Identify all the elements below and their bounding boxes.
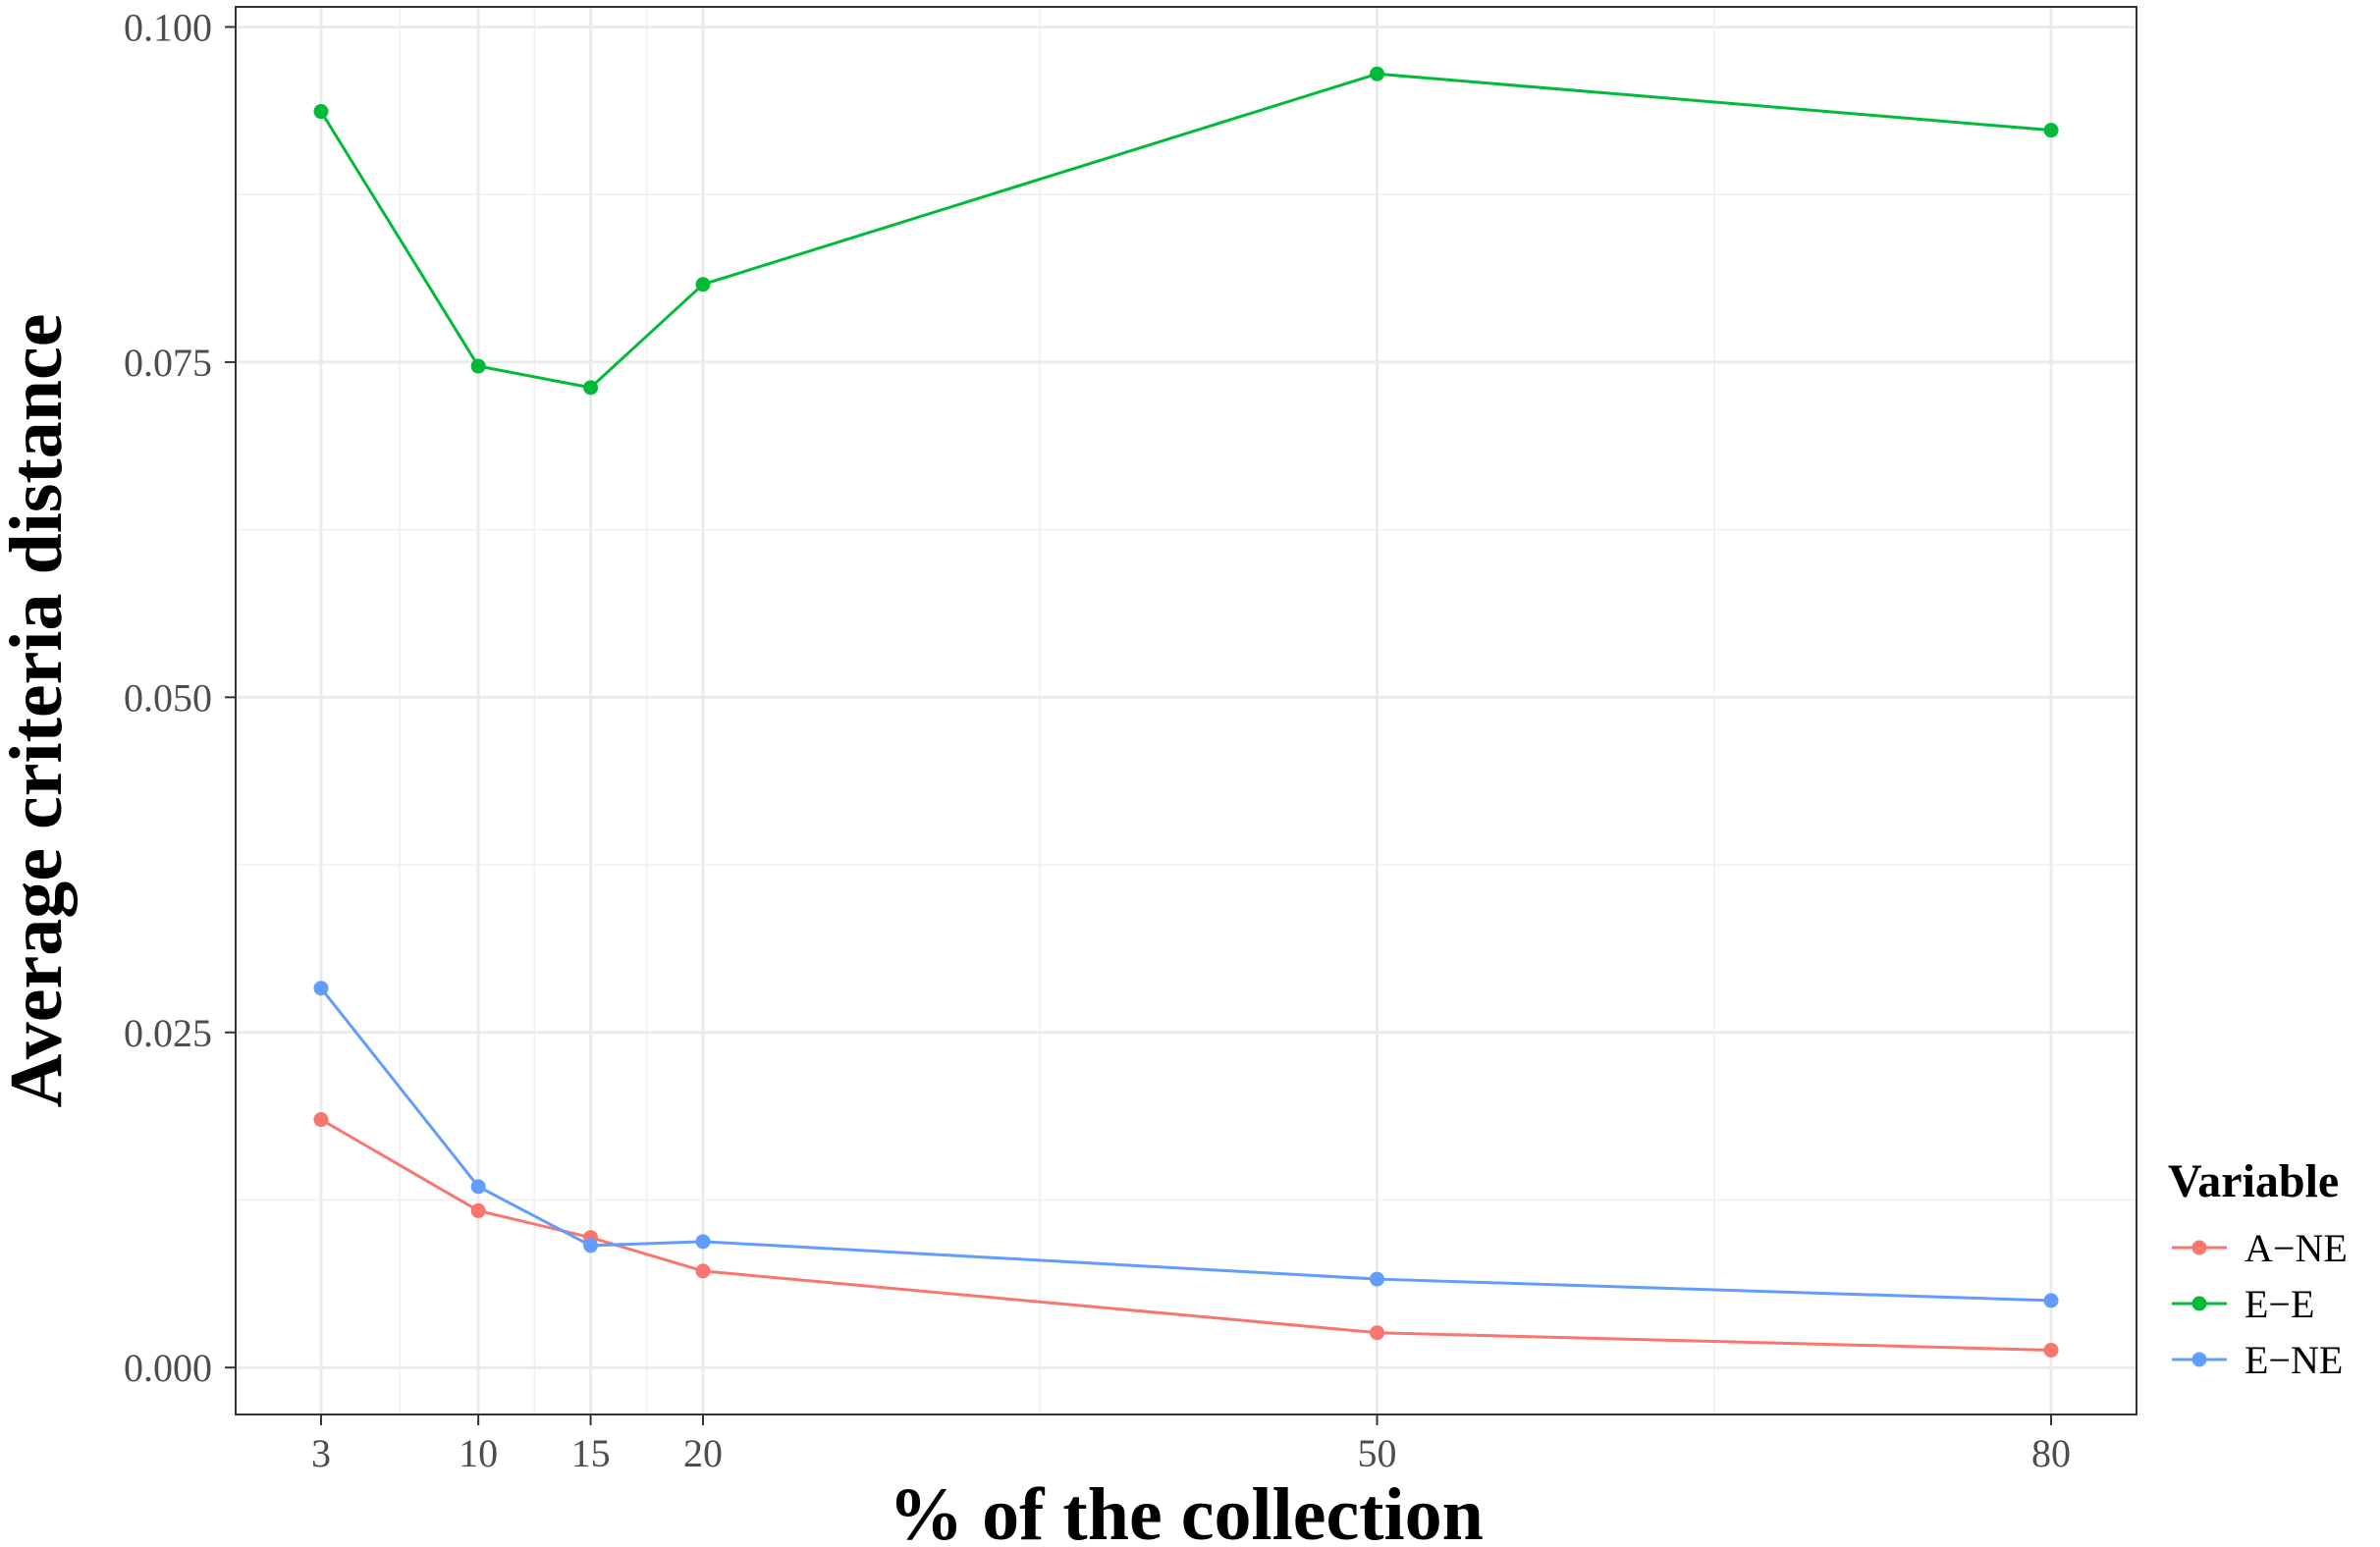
legend-item: E−NE (2172, 1338, 2343, 1382)
major-gridlines (236, 7, 2137, 1414)
x-tick-label: 10 (459, 1431, 498, 1475)
data-point (2043, 123, 2059, 138)
legend-key-point (2191, 1240, 2207, 1255)
y-tick-label: 0.025 (124, 1011, 212, 1055)
data-point (313, 1112, 329, 1128)
series-line (319, 72, 2052, 390)
y-axis-title: Average criteria distance (0, 314, 78, 1108)
data-point (1370, 66, 1385, 81)
series-layer (313, 66, 2059, 1358)
data-point (1370, 1325, 1385, 1341)
series-1 (313, 66, 2059, 396)
data-point (695, 1234, 711, 1250)
y-axis: 0.000 0.025 0.050 0.075 0.100 (124, 5, 236, 1390)
minor-gridlines (236, 7, 2137, 1414)
legend: Variable A−NE E−E E−NE (2168, 1155, 2348, 1382)
data-point (695, 277, 711, 293)
data-point (470, 1179, 486, 1195)
legend-item: E−E (2172, 1282, 2314, 1326)
legend-label: E−E (2245, 1282, 2314, 1326)
data-point (583, 1238, 599, 1254)
legend-label: A−NE (2245, 1226, 2348, 1270)
data-point (313, 981, 329, 996)
series-line (320, 1118, 2052, 1352)
y-tick-label: 0.075 (124, 341, 212, 385)
series-line (319, 987, 2052, 1303)
y-tick-label: 0.000 (124, 1346, 212, 1390)
x-tick-label: 80 (2031, 1431, 2071, 1475)
legend-key-point (2191, 1296, 2207, 1311)
data-point (313, 104, 329, 120)
x-tick-label: 20 (683, 1431, 723, 1475)
x-tick-label: 3 (311, 1431, 331, 1475)
y-tick-label: 0.050 (124, 675, 212, 720)
legend-key-point (2191, 1352, 2207, 1367)
x-tick-label: 50 (1358, 1431, 1397, 1475)
y-tick-label: 0.100 (124, 5, 212, 49)
legend-item: A−NE (2172, 1226, 2348, 1270)
x-tick-label: 15 (571, 1431, 611, 1475)
data-point (2043, 1342, 2059, 1358)
legend-label: E−NE (2245, 1338, 2343, 1382)
series-0 (313, 1112, 2059, 1358)
series-2 (313, 981, 2059, 1308)
x-axis: 3 10 15 20 50 80 (311, 1414, 2071, 1475)
data-point (470, 358, 486, 374)
x-axis-title: % of the collection (889, 1473, 1484, 1547)
panel-border (235, 6, 2137, 1415)
legend-title: Variable (2168, 1155, 2339, 1207)
data-point (695, 1263, 711, 1279)
data-point (1370, 1271, 1385, 1287)
data-point (2043, 1293, 2059, 1308)
data-point (470, 1202, 486, 1218)
data-point (583, 380, 599, 396)
